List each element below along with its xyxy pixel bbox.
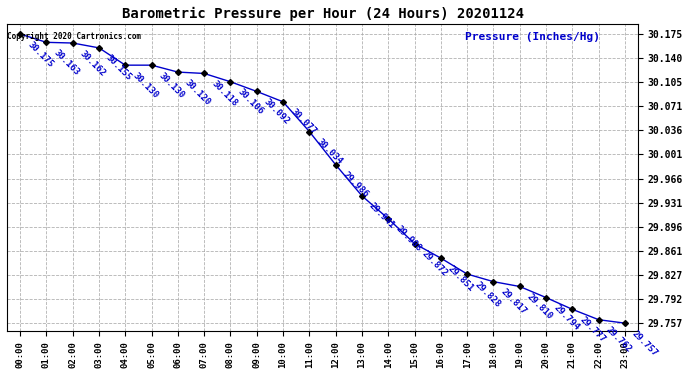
Text: 29.872: 29.872 — [420, 249, 449, 278]
Text: Copyright 2020 Cartronics.com: Copyright 2020 Cartronics.com — [7, 32, 141, 41]
Text: 30.106: 30.106 — [236, 87, 265, 117]
Text: 29.986: 29.986 — [342, 170, 371, 200]
Text: 30.175: 30.175 — [26, 40, 55, 69]
Text: 29.762: 29.762 — [604, 325, 633, 354]
Text: 30.130: 30.130 — [157, 71, 186, 100]
Text: Pressure (Inches/Hg): Pressure (Inches/Hg) — [465, 32, 600, 42]
Text: 29.908: 29.908 — [394, 224, 423, 254]
Text: 30.092: 30.092 — [262, 97, 291, 126]
Text: 29.817: 29.817 — [499, 287, 528, 316]
Text: 29.794: 29.794 — [551, 303, 581, 332]
Text: 30.120: 30.120 — [184, 78, 213, 107]
Text: 30.077: 30.077 — [288, 107, 318, 136]
Text: 30.034: 30.034 — [315, 137, 344, 166]
Text: 29.757: 29.757 — [631, 329, 660, 358]
Title: Barometric Pressure per Hour (24 Hours) 20201124: Barometric Pressure per Hour (24 Hours) … — [121, 7, 524, 21]
Text: 29.851: 29.851 — [446, 264, 475, 293]
Text: 30.162: 30.162 — [78, 49, 108, 78]
Text: 29.810: 29.810 — [525, 292, 555, 321]
Text: 30.118: 30.118 — [210, 79, 239, 108]
Text: 29.941: 29.941 — [368, 201, 397, 231]
Text: 30.130: 30.130 — [131, 71, 160, 100]
Text: 29.777: 29.777 — [578, 315, 607, 344]
Text: 30.163: 30.163 — [52, 48, 81, 77]
Text: 30.155: 30.155 — [105, 53, 134, 82]
Text: 29.828: 29.828 — [473, 280, 502, 309]
